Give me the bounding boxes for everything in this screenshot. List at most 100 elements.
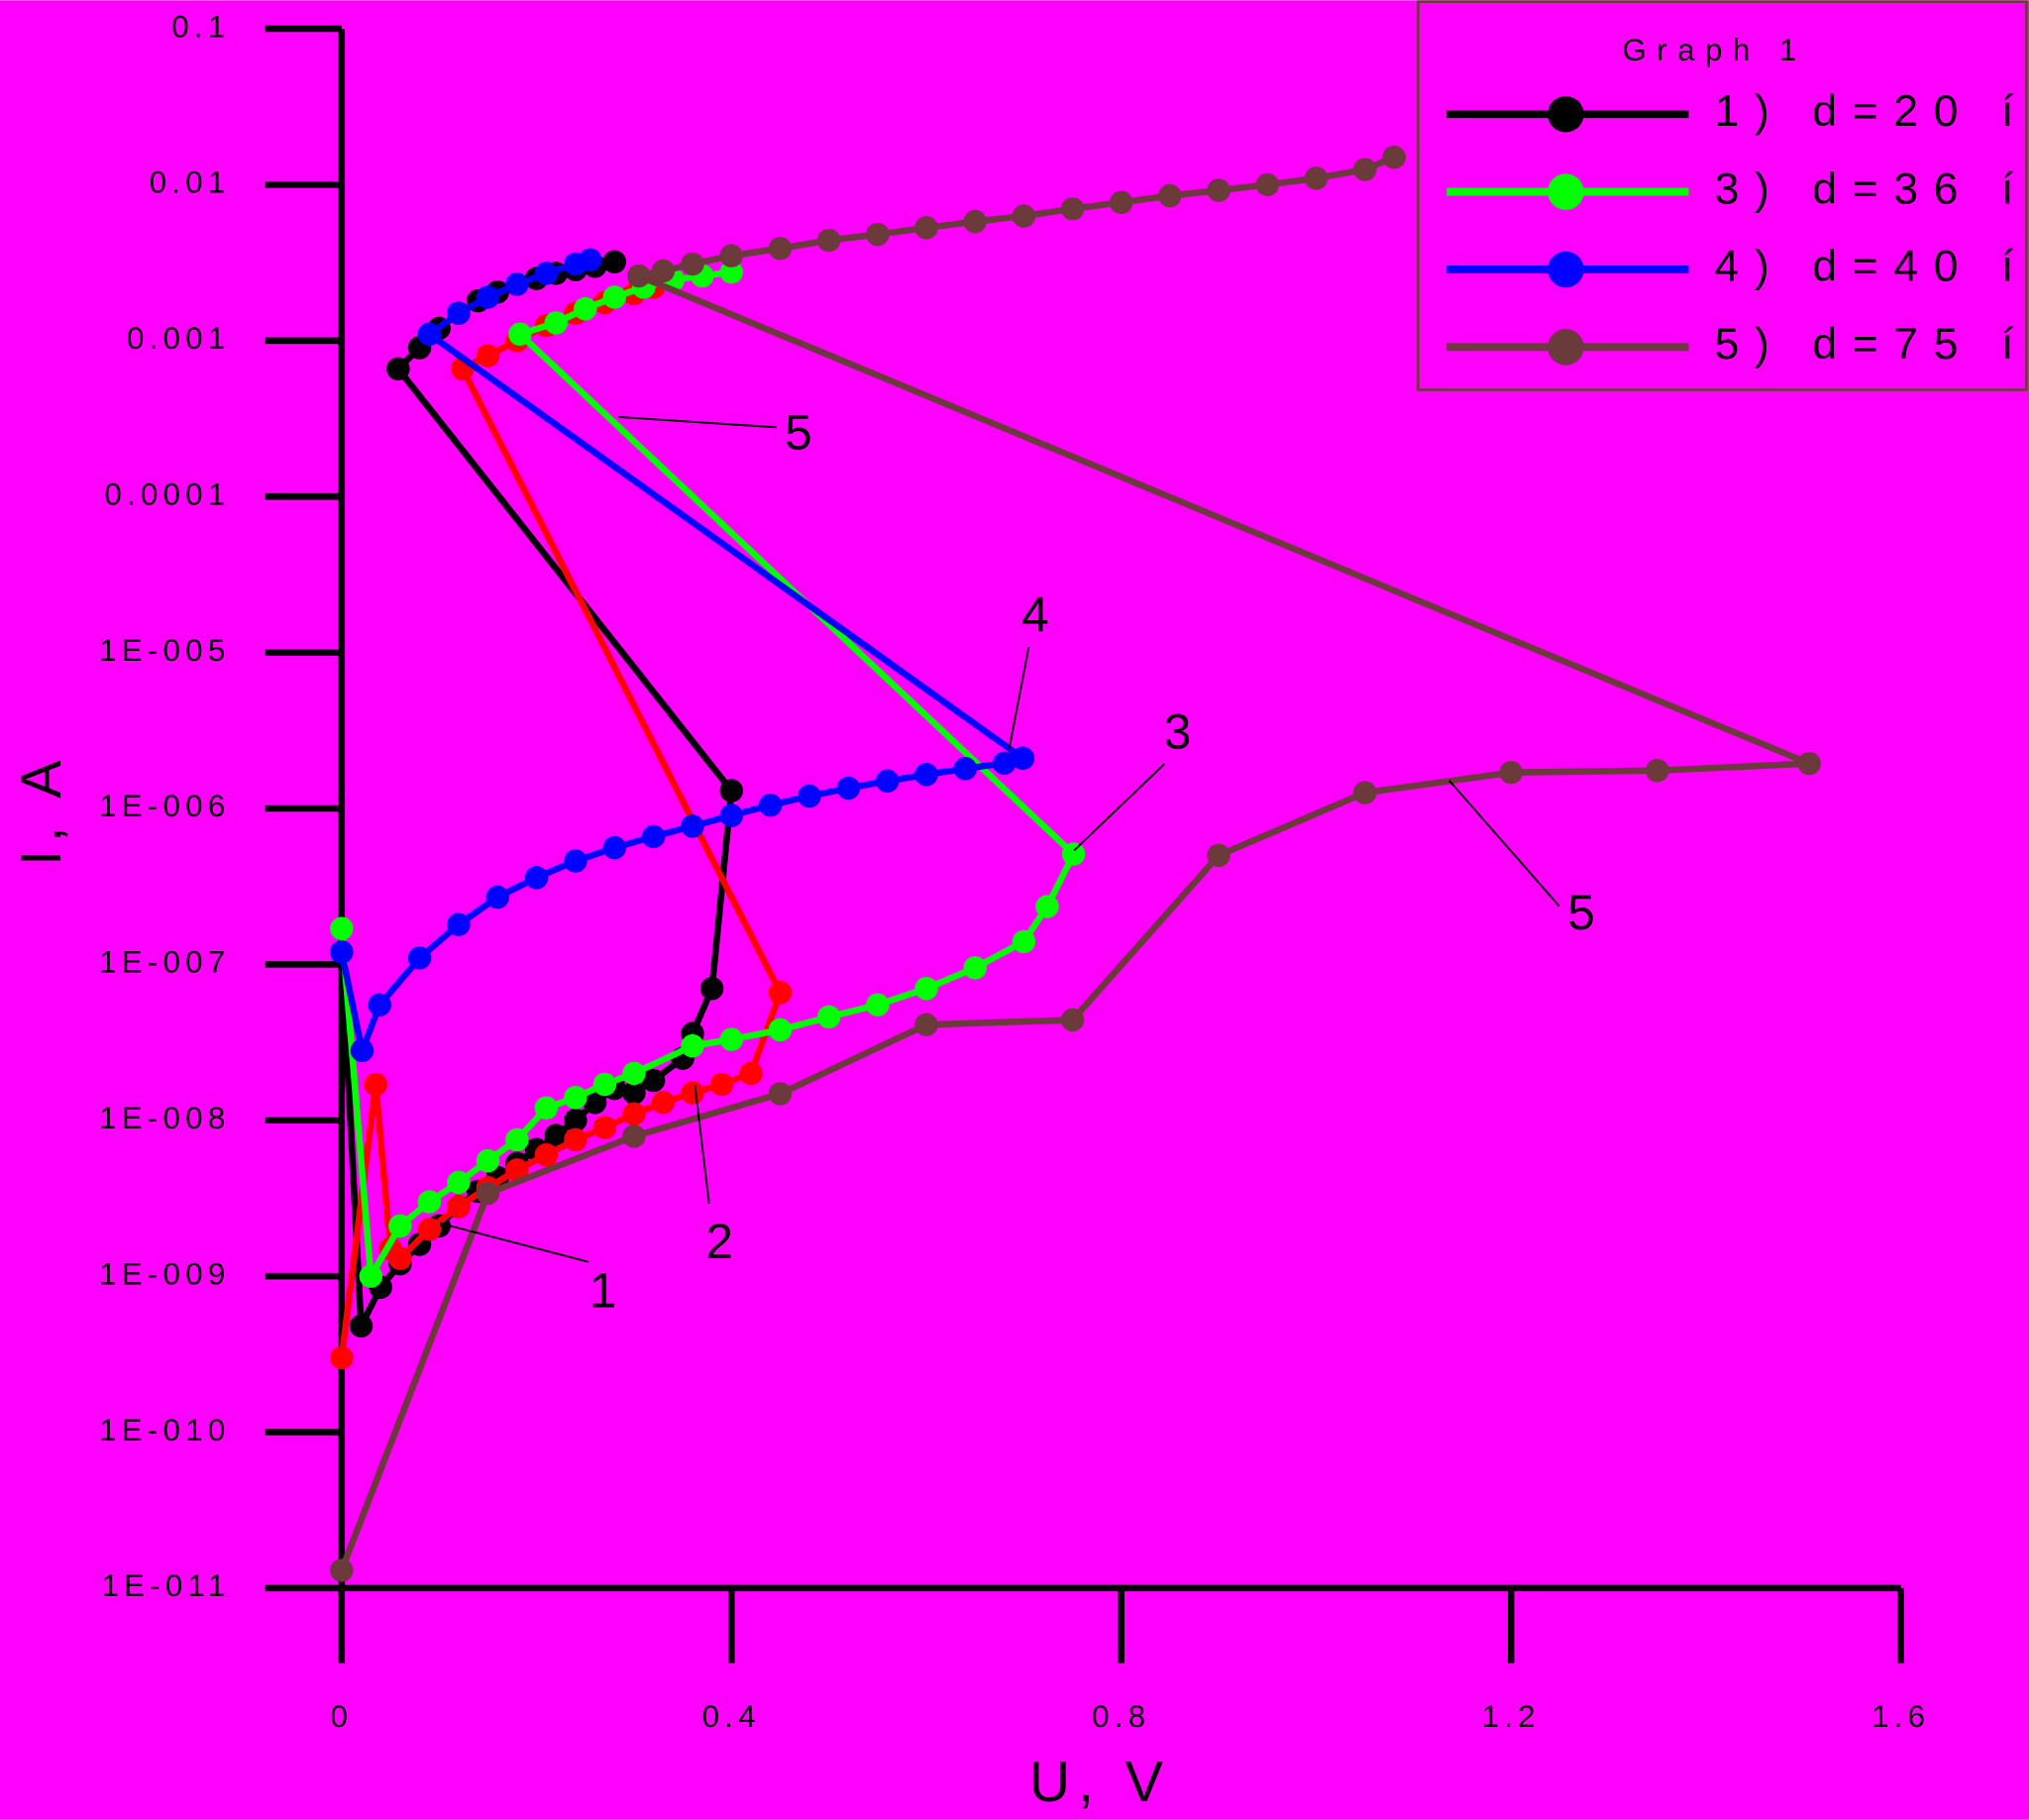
data-point [1011,746,1035,771]
annotation-leader [618,415,777,429]
data-point [417,322,442,347]
data-point [1110,190,1133,215]
data-point [1382,145,1406,169]
data-point [1158,183,1182,208]
data-point [627,264,651,288]
data-point [963,956,987,980]
data-point [963,209,987,234]
data-point [505,1127,529,1152]
annotation-leader [1073,763,1166,852]
data-point [719,260,744,284]
data-point [564,849,587,873]
data-point [681,814,704,838]
legend-marker [1548,329,1584,366]
data-point [602,250,626,274]
data-point [1207,843,1230,868]
data-point [330,940,354,964]
data-point [564,1085,587,1110]
data-point [836,776,861,801]
data-point [1797,751,1821,776]
data-point [447,1170,471,1195]
annotation-leader [694,1084,710,1205]
data-point [602,835,626,860]
data-point [544,1124,568,1147]
data-point [349,1314,374,1338]
data-point [681,252,704,276]
data-point [699,976,724,1001]
data-point [544,311,568,335]
data-point [476,285,500,309]
legend-marker [1548,95,1584,133]
data-point [476,344,500,368]
x-tick-label: 1.6 [1871,1699,1930,1734]
data-point [386,357,410,380]
y-tick-label: 1E-011 [101,1568,230,1603]
data-point [1060,1008,1085,1032]
data-point [1304,166,1329,190]
annotation: 1 [589,1263,617,1319]
data-point [368,993,391,1017]
x-tick-label: 1.2 [1482,1699,1541,1734]
data-point [866,993,890,1017]
data-point [1352,158,1377,181]
data-point [1035,895,1059,918]
x-tick-label: 0 [330,1699,353,1734]
legend-label: 4) d=40 íì [1715,243,2029,291]
legend-marker [1548,173,1584,210]
y-tick-label: 1E-009 [99,1256,230,1291]
data-point [914,762,938,787]
data-point [564,1108,587,1132]
data-point [447,1195,471,1219]
data-point [476,1148,500,1173]
data-point [388,1214,412,1238]
data-point [578,248,602,271]
annotation-leader [1008,647,1030,749]
data-point [330,1345,354,1370]
data-point [866,222,890,247]
data-point [914,1013,938,1037]
data-point [1060,197,1085,221]
data-point [953,757,978,781]
data-point [758,793,783,817]
y-tick-label: 1E-006 [99,789,230,823]
data-point [388,1246,412,1270]
data-point [719,779,744,803]
x-axis-label: U, V [1029,1751,1171,1814]
data-point [505,1158,529,1182]
data-point [1499,760,1523,785]
data-point [1255,172,1280,197]
data-point [651,259,676,283]
data-point [681,1081,704,1105]
data-point [476,1181,500,1206]
y-tick-label: 1E-007 [99,945,230,980]
y-tick-label: 0.1 [171,9,230,44]
data-point [1646,758,1669,783]
data-point [350,1038,374,1063]
x-tick-label: 0.4 [702,1699,761,1734]
x-tick-label: 0.8 [1092,1699,1150,1734]
data-point [816,228,841,253]
data-point [485,885,509,910]
data-point [592,1116,617,1139]
data-point [407,946,432,970]
data-point [641,824,666,849]
data-point [364,1072,387,1097]
data-point [622,1124,646,1148]
y-tick-label: 1E-010 [99,1413,230,1447]
data-point [508,322,532,347]
annotation: 3 [1164,703,1192,759]
data-point [417,1190,442,1214]
annotation-leader [1448,780,1560,908]
data-point [739,1061,763,1086]
data-point [359,1264,383,1288]
data-point [622,1081,646,1105]
data-point [1352,781,1377,804]
data-point [719,244,744,268]
data-point [534,1142,559,1167]
data-point [602,285,626,309]
data-point [534,1096,559,1121]
annotation: 5 [1567,885,1595,940]
